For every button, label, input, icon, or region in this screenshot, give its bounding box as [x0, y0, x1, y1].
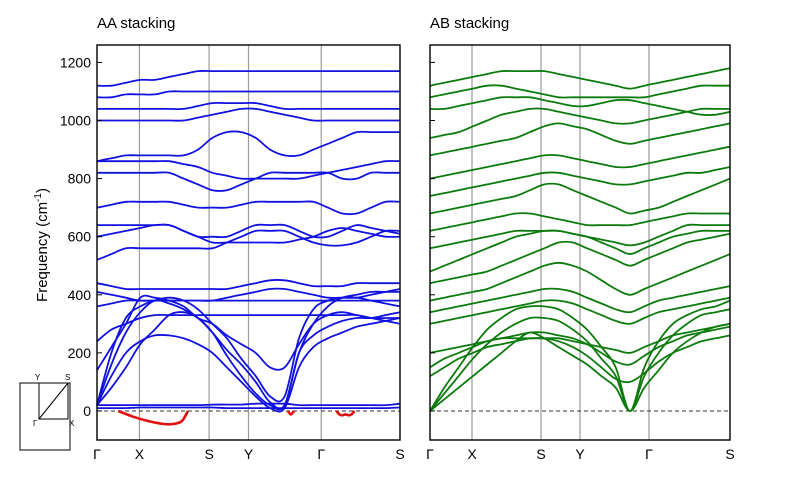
phonon-band: [429, 334, 731, 384]
y-axis-label-text: Frequency (cm: [34, 202, 51, 302]
phonon-band: [96, 317, 401, 413]
inset-inner-box: [38, 382, 69, 420]
y-axis-label-close: ): [34, 188, 51, 193]
phonon-band: [429, 177, 731, 215]
phonon-band: [429, 322, 731, 354]
phonon-band: [429, 253, 731, 302]
phonon-band: [97, 101, 400, 111]
x-tick-label: Γ: [93, 446, 101, 462]
phonon-band: [429, 299, 731, 412]
x-tick-label: X: [467, 446, 477, 462]
inset-label-gamma: Γ: [33, 419, 38, 428]
y-tick-label: 600: [68, 229, 92, 245]
phonon-band: [429, 322, 731, 412]
phonon-band: [429, 325, 731, 369]
x-tick-label: S: [536, 446, 545, 462]
phonon-band: [429, 308, 731, 412]
phonon-band: [429, 84, 730, 99]
phonon-band: [96, 313, 400, 342]
phonon-band: [429, 96, 731, 116]
x-tick-label: Γ: [317, 446, 325, 462]
phonon-band: [429, 107, 730, 139]
phonon-band: [97, 223, 401, 239]
y-tick-label: 1000: [60, 113, 91, 129]
imaginary-mode: [335, 410, 356, 417]
phonon-band: [96, 406, 401, 410]
panel-aa: AA stacking 0 200 400 600 800 1000 1200 Γ X S Y Γ S: [60, 15, 405, 462]
phonon-band: [429, 285, 731, 314]
y-tick-label: 800: [68, 171, 92, 187]
plot-frame: [429, 44, 731, 441]
phonon-band: [429, 166, 731, 197]
x-tick-label: S: [725, 446, 734, 462]
inset-outer-box: [19, 382, 71, 451]
phonon-band: [96, 279, 400, 291]
panel-ab-title: AB stacking: [430, 15, 509, 32]
phonon-band: [429, 212, 730, 232]
phonon-band: [96, 290, 400, 410]
phonon-band: [429, 122, 731, 157]
imaginary-mode: [117, 409, 190, 426]
phonon-band: [96, 223, 401, 244]
phonon-band: [96, 90, 400, 99]
y-axis-label: Frequency (cm-1): [33, 188, 51, 302]
inset-diagonal: [38, 382, 69, 420]
inset-label-x: X: [69, 419, 75, 428]
phonon-band: [96, 70, 400, 87]
phonon-band: [97, 402, 401, 407]
phonon-band: [96, 130, 400, 163]
phonon-band: [97, 107, 400, 122]
phonon-band: [429, 296, 731, 325]
phonon-band: [96, 171, 400, 192]
phonon-band: [96, 294, 401, 371]
phonon-band: [429, 223, 730, 250]
phonon-band: [97, 160, 401, 180]
phonon-band: [96, 287, 401, 302]
brillouin-zone-inset: Y S Γ X: [19, 373, 75, 451]
y-tick-label: 0: [83, 403, 91, 419]
phonon-band: [96, 200, 401, 216]
imaginary-mode: [286, 410, 295, 416]
x-tick-label: S: [395, 446, 404, 462]
phonon-band: [96, 311, 401, 411]
x-tick-label: Γ: [426, 446, 434, 462]
x-tick-label: Γ: [645, 446, 653, 462]
phonon-band: [429, 232, 731, 285]
plot-frame: [96, 44, 401, 441]
phonon-band: [96, 229, 401, 261]
y-tick-label: 1200: [60, 54, 91, 70]
x-tick-label: S: [204, 446, 213, 462]
panel-aa-plot: 0 200 400 600 800 1000 1200 Γ X S Y Γ S: [60, 44, 405, 462]
y-tick-label: 400: [68, 287, 92, 303]
y-tick-label: 200: [68, 345, 92, 361]
inset-label-y: Y: [35, 373, 41, 382]
x-tick-label: Y: [244, 446, 254, 462]
panel-ab: AB stacking Γ X S Y Γ S: [426, 15, 735, 462]
y-axis-label-sup: -1: [33, 193, 44, 202]
phonon-band: [429, 67, 731, 90]
phonon-band: [429, 145, 731, 180]
x-tick-label: X: [135, 446, 145, 462]
inset-label-s: S: [65, 373, 70, 382]
x-tick-label: Y: [575, 446, 585, 462]
panel-aa-title: AA stacking: [97, 15, 175, 32]
